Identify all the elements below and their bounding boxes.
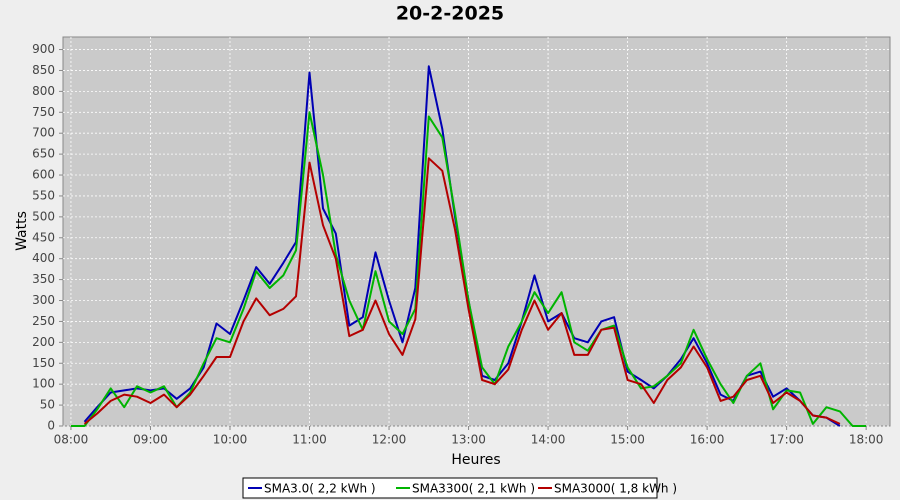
y-tick-label: 200 [32, 335, 55, 349]
x-tick-label: 15:00 [610, 433, 645, 447]
y-tick-label: 800 [32, 84, 55, 98]
y-tick-label: 900 [32, 42, 55, 56]
y-tick-label: 150 [32, 356, 55, 370]
y-axis-label: Watts [14, 211, 30, 251]
legend-label: SMA3300( 2,1 kWh ) [412, 482, 535, 496]
y-tick-label: 650 [32, 147, 55, 161]
x-tick-label: 13:00 [451, 433, 486, 447]
y-tick-label: 850 [32, 63, 55, 77]
series-line [71, 111, 867, 427]
plot-area [62, 36, 891, 427]
y-tick-label: 350 [32, 272, 55, 286]
y-tick-label: 0 [47, 419, 55, 433]
y-tick-label: 250 [32, 314, 55, 328]
y-tick-label: 450 [32, 230, 55, 244]
y-tick-label: 300 [32, 293, 55, 307]
y-tick-label: 700 [32, 126, 55, 140]
legend-box [242, 477, 658, 499]
legend-label: SMA3.0( 2,2 kWh ) [264, 482, 376, 496]
series-line [83, 157, 841, 425]
x-tick-label: 16:00 [690, 433, 725, 447]
x-tick-label: 10:00 [213, 433, 248, 447]
y-tick-label: 550 [32, 188, 55, 202]
x-tick-label: 18:00 [849, 433, 884, 447]
x-tick-label: 12:00 [372, 433, 407, 447]
y-tick-label: 500 [32, 209, 55, 223]
x-tick-label: 14:00 [531, 433, 566, 447]
x-axis-label: Heures [451, 452, 500, 468]
x-tick-label: 09:00 [133, 433, 168, 447]
legend-label: SMA3000( 1,8 kWh ) [554, 482, 677, 496]
y-tick-label: 750 [32, 105, 55, 119]
y-tick-label: 400 [32, 251, 55, 265]
x-tick-label: 08:00 [54, 433, 89, 447]
y-tick-label: 600 [32, 168, 55, 182]
chart-title: 20-2-2025 [396, 3, 504, 25]
y-tick-label: 50 [40, 398, 55, 412]
x-tick-label: 11:00 [292, 433, 327, 447]
x-tick-label: 17:00 [769, 433, 804, 447]
y-tick-label: 100 [32, 377, 55, 391]
